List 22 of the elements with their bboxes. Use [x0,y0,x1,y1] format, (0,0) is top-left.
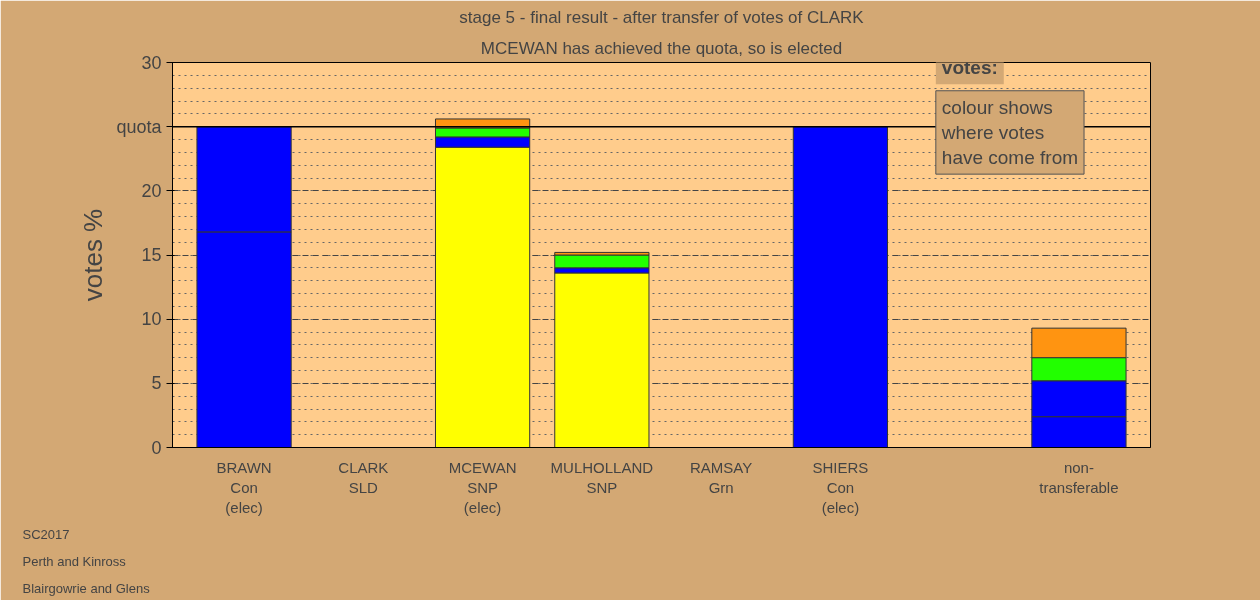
chart-subtitle: MCEWAN has achieved the quota, so is elected [480,38,843,58]
y-tick-label: 20 [141,180,162,201]
annotation: votes: [941,57,998,79]
x-tick-label: MCEWAN SNP (elec) [448,458,517,517]
y-tick-label: 0 [151,437,162,458]
annotation: colour shows where votes have come from [940,96,1079,169]
y-tick-label: 30 [141,52,162,73]
bar [792,126,889,448]
x-tick-label: non- transferable [1039,458,1119,496]
y-axis-title: votes % [78,208,109,302]
x-tick-label: MULHOLLAND SNP [550,458,654,496]
x-tick-label: SHIERS Con (elec) [812,458,869,517]
y-tick-label: 5 [151,373,162,394]
y-tick-label: quota [116,116,163,137]
x-tick-label: BRAWN Con (elec) [216,458,272,517]
text: SC2017 Perth and Kinross Blairgowrie and Glens [22,526,151,596]
x-tick-label: RAMSAY Grn [690,458,753,496]
y-tick-label: 10 [141,309,162,330]
x-tick-label: CLARK SLD [338,458,389,496]
chart-title: stage 5 - final result - after transfer of votes of CLARK [459,7,865,27]
bar [554,272,650,448]
y-tick-label: 15 [141,245,162,265]
